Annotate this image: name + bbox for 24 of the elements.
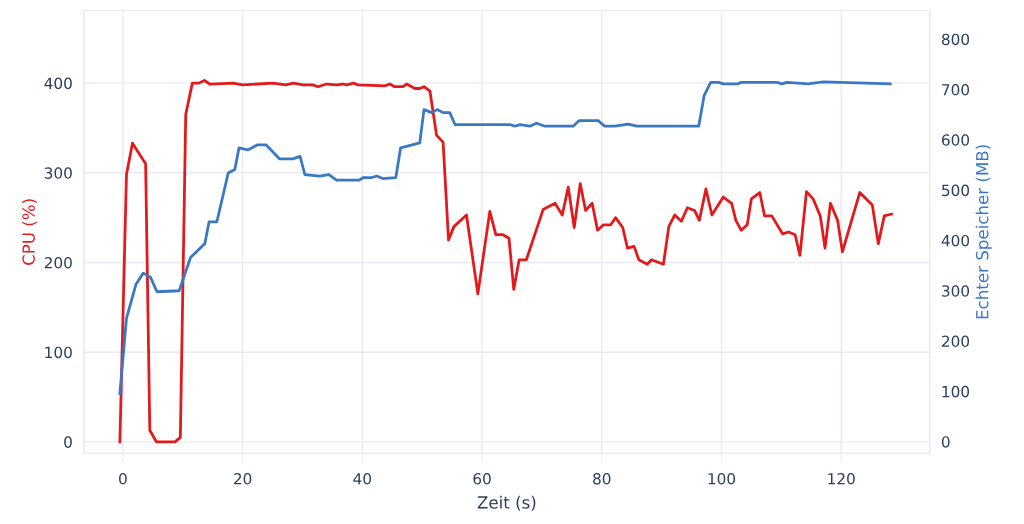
x-tick-label: 0	[119, 472, 127, 485]
y-tick-label: 0	[64, 436, 72, 448]
y2-tick-label: 800	[941, 33, 970, 46]
y2-tick-label: 600	[941, 134, 970, 146]
x-tick-label: 80	[593, 472, 611, 485]
y-tick-label: 400	[44, 77, 72, 90]
y2-tick-label: 500	[942, 184, 970, 197]
x-tick-label: 120	[828, 472, 855, 485]
y2-axis-title: Echter Speicher (MB)	[975, 145, 992, 319]
y2-tick-label: 300	[942, 285, 970, 297]
y2-tick-label: 200	[942, 335, 970, 348]
y2-tick-label: 0	[941, 436, 950, 448]
x-tick-label: 100	[708, 472, 736, 485]
x-tick-label: 60	[473, 472, 491, 485]
x-tick-label: 40	[353, 472, 372, 485]
y-axis-title: CPU (%)	[22, 199, 37, 265]
y-tick-label: 200	[44, 256, 72, 269]
x-tick-label: 20	[234, 472, 252, 485]
y2-tick-label: 700	[942, 83, 970, 96]
y2-tick-label: 400	[941, 234, 970, 247]
x-axis-title: Zeit (s)	[477, 495, 536, 511]
y2-tick-label: 100	[942, 385, 970, 398]
y-tick-label: 100	[45, 346, 72, 359]
y-tick-label: 300	[44, 167, 72, 179]
